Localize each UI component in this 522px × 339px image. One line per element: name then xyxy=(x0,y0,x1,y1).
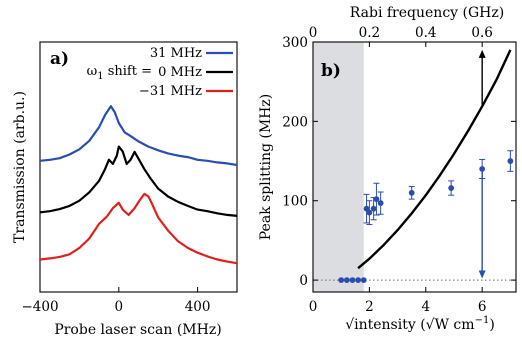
series-line-1 xyxy=(39,145,238,217)
panel-b-top-x-tick-label: 0.2 xyxy=(359,25,380,41)
data-point xyxy=(370,205,377,212)
legend-entry-label: 0 MHz xyxy=(158,65,202,80)
theory-curve xyxy=(357,49,512,270)
data-point xyxy=(355,277,362,283)
legend-title: ω1 shift = xyxy=(87,64,152,82)
panel-b-y-tick-label: 100 xyxy=(282,194,308,210)
panel-a-x-tick-label: 400 xyxy=(185,299,211,315)
data-point xyxy=(448,185,455,191)
panel-a-legend: 31 MHz 0 MHz −31 MHz xyxy=(139,46,233,99)
panel-a-x-ticks: −400 0 400 xyxy=(21,287,210,315)
panel-b-y-tick-label: 200 xyxy=(282,114,308,130)
panel-b-top-x-tick-label: 0 xyxy=(309,25,318,41)
series-line-2 xyxy=(39,192,238,265)
arrow-head xyxy=(478,49,486,58)
data-point xyxy=(338,277,345,283)
data-point xyxy=(343,277,350,283)
panel-b-frame xyxy=(312,41,517,293)
panel-b-y-tick-label: 300 xyxy=(282,35,308,51)
data-point xyxy=(349,277,356,283)
panel-b-plot-area xyxy=(313,49,516,283)
panel-a-frame xyxy=(39,41,238,293)
legend-entry-label: 31 MHz xyxy=(150,46,202,61)
data-point xyxy=(366,209,373,216)
panel-a-x-tick-label: −400 xyxy=(21,299,58,315)
panel-b-top-x-tick-label: 0.4 xyxy=(415,25,436,41)
panel-b-top-x-axis-label: Rabi frequency (GHz) xyxy=(350,5,504,21)
panel-a-x-tick-label: 0 xyxy=(115,299,124,315)
panel-b-top-x-tick-label: 0.6 xyxy=(471,25,492,41)
panel-b-x-tick-label: 4 xyxy=(421,299,430,315)
panel-a-x-axis-label: Probe laser scan (MHz) xyxy=(54,322,221,338)
panel-b-x-tick-label: 2 xyxy=(365,299,374,315)
series-line-0 xyxy=(39,105,238,167)
panel-a-plot-area xyxy=(39,105,238,265)
panel-b-x-tick-label: 6 xyxy=(478,299,487,315)
panel-b-label: b) xyxy=(321,61,341,81)
data-point xyxy=(408,189,415,196)
legend-entry-label: −31 MHz xyxy=(139,84,202,99)
panel-a-label: a) xyxy=(50,49,69,69)
arrow-head xyxy=(478,270,486,279)
panel-a-chart: −400 0 400 a) Probe laser scan (MHz) Trans… xyxy=(12,41,238,338)
panel-b-x-axis-label: √intensity (√W cm−1) xyxy=(345,315,495,333)
data-point xyxy=(377,200,384,207)
panel-b-y-axis-label: Peak splitting (MHz) xyxy=(258,94,274,240)
panel-b-x-tick-label: 0 xyxy=(309,299,318,315)
shaded-region xyxy=(313,42,364,292)
panel-b-y-tick-label: 0 xyxy=(299,273,308,289)
data-point xyxy=(360,277,367,283)
panel-a-y-axis-label: Transmission (arb.u.) xyxy=(12,91,28,243)
data-point xyxy=(373,196,380,203)
data-point xyxy=(507,158,514,164)
